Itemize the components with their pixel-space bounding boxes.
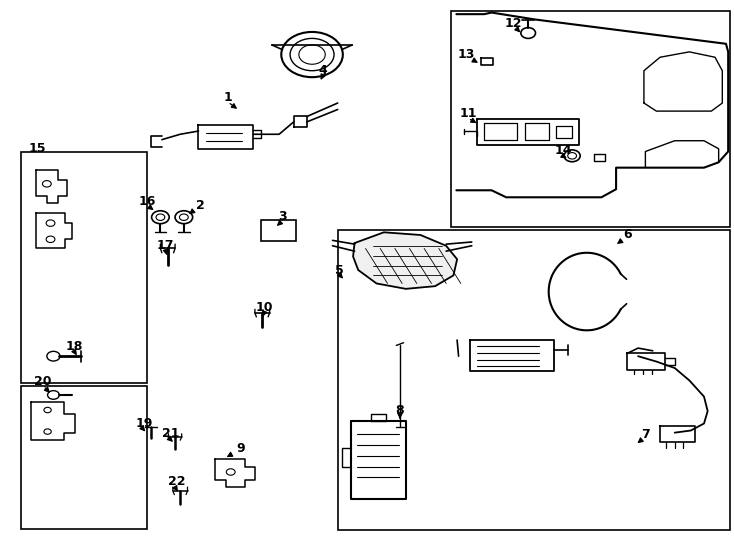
Text: 18: 18 — [65, 340, 83, 353]
Bar — [338, 230, 730, 530]
Text: 22: 22 — [168, 475, 185, 488]
Text: 15: 15 — [29, 142, 46, 155]
Text: 7: 7 — [641, 428, 650, 441]
Bar — [261, 220, 296, 241]
Bar — [21, 152, 148, 383]
Text: 8: 8 — [396, 403, 404, 416]
Text: 20: 20 — [34, 375, 52, 388]
Text: 21: 21 — [162, 427, 179, 440]
Text: 6: 6 — [622, 228, 631, 241]
Text: 4: 4 — [319, 64, 327, 77]
Text: 14: 14 — [555, 144, 572, 157]
Text: 16: 16 — [139, 194, 156, 207]
Text: 10: 10 — [255, 301, 273, 314]
Text: 12: 12 — [505, 17, 523, 30]
Text: 17: 17 — [157, 239, 174, 252]
Bar — [451, 11, 730, 227]
Text: 13: 13 — [457, 48, 475, 61]
Text: 9: 9 — [236, 442, 244, 455]
Polygon shape — [353, 232, 457, 289]
Text: 19: 19 — [136, 417, 153, 430]
Text: 1: 1 — [223, 91, 232, 104]
Text: 11: 11 — [459, 107, 477, 120]
Text: 2: 2 — [195, 199, 204, 212]
Text: 5: 5 — [335, 264, 344, 276]
Bar — [21, 386, 148, 529]
Text: 3: 3 — [278, 210, 287, 222]
